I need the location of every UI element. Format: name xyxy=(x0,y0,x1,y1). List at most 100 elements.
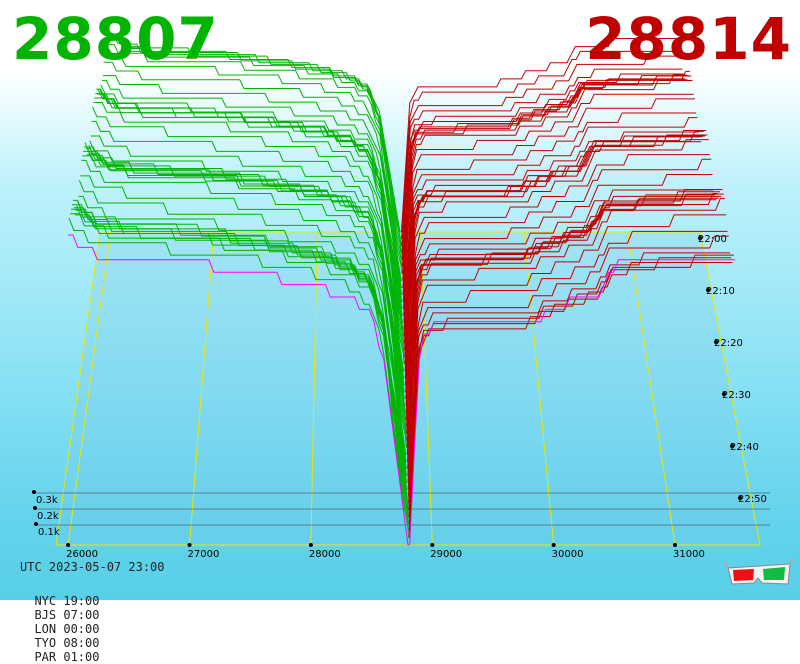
ask-slice xyxy=(405,139,709,399)
ask-slice xyxy=(408,230,728,504)
price-tick-label: 31000 xyxy=(673,549,705,560)
ask-slice xyxy=(401,73,684,260)
axis-labels: 26000 27000 28000 29000 30000 31000 0.1k 0.2k 0.… xyxy=(36,234,767,560)
ask-slice xyxy=(407,214,727,497)
time-tick-label: 22:30 xyxy=(722,390,751,401)
ask-slice xyxy=(406,189,714,427)
ask-slice xyxy=(402,79,693,309)
ask-slice xyxy=(403,131,699,344)
zone-lon: LON 00:00 xyxy=(34,622,100,636)
bid-slice xyxy=(83,150,407,434)
price-tick xyxy=(430,543,435,547)
ask-slice xyxy=(401,55,682,246)
bid-slice xyxy=(92,106,405,365)
bid-slice xyxy=(108,31,402,246)
bid-slice xyxy=(103,61,402,282)
bid-slice xyxy=(96,88,404,337)
depth-chart: 26000 27000 28000 29000 30000 31000 0.1k 0.2k 0.… xyxy=(32,31,770,560)
ask-slice xyxy=(403,117,698,337)
ask-slice xyxy=(403,98,695,323)
zone-nyc: NYC 19:00 xyxy=(34,594,100,608)
ask-slice xyxy=(402,75,689,288)
3d-glasses-icon xyxy=(724,557,794,585)
bid-slice xyxy=(109,34,401,240)
ask-slice xyxy=(405,154,710,406)
price-tick-label: 28000 xyxy=(309,549,341,560)
ask-slice xyxy=(403,93,694,316)
ask-slice xyxy=(400,38,679,233)
ask-slice xyxy=(406,191,720,462)
ask-slice xyxy=(407,198,725,490)
bid-slice xyxy=(93,102,405,358)
time-tick-label: 22:50 xyxy=(738,494,767,505)
bid-slice xyxy=(87,149,406,400)
bid-slice xyxy=(107,35,402,253)
bid-slice xyxy=(102,75,403,289)
volume-tick xyxy=(33,506,37,510)
ask-slice xyxy=(401,78,685,267)
ask-slice xyxy=(409,254,734,539)
bid-slice xyxy=(105,44,403,267)
bid-slice xyxy=(80,175,407,456)
zone-par: PAR 01:00 xyxy=(34,650,100,664)
price-tick xyxy=(187,543,192,547)
bid-slice xyxy=(94,97,405,351)
bid-slice xyxy=(89,140,405,386)
bid-slice xyxy=(78,195,407,469)
bid-slice xyxy=(73,207,408,504)
time-tick xyxy=(706,288,710,292)
volume-tick-label: 0.3k xyxy=(36,495,58,506)
price-tick xyxy=(551,543,556,547)
time-tick-label: 22:40 xyxy=(730,442,759,453)
volume-tick xyxy=(34,522,38,526)
price-tick xyxy=(308,543,313,547)
bid-slice xyxy=(82,155,407,441)
timezone-row: NYC 19:00 BJS 07:00 LON 00:00 TYO 08:00 … xyxy=(20,580,125,664)
volume-tick xyxy=(32,490,36,494)
ask-slice xyxy=(407,195,722,469)
bid-slice xyxy=(68,217,410,539)
bid-slice xyxy=(100,84,403,303)
ask-slice xyxy=(408,235,729,511)
ask-slice xyxy=(405,158,712,413)
zone-tyo: TYO 08:00 xyxy=(34,636,100,650)
price-tick-label: 30000 xyxy=(552,549,584,560)
time-tick xyxy=(730,444,734,448)
ask-slice xyxy=(401,42,681,239)
price-tick xyxy=(66,543,71,547)
time-tick-label: 22:20 xyxy=(714,338,743,349)
bid-slice xyxy=(104,48,403,274)
ask-slice xyxy=(406,194,715,434)
bid-slice xyxy=(71,204,409,518)
volume-tick-label: 0.2k xyxy=(37,511,59,522)
ask-slice xyxy=(408,262,733,532)
price-tick-label: 29000 xyxy=(430,549,462,560)
bid-slice xyxy=(106,39,402,260)
time-tick-label: 22:00 xyxy=(698,234,727,245)
ask-slice xyxy=(403,112,697,330)
price-tick xyxy=(673,543,678,547)
time-tick xyxy=(714,340,718,344)
ask-slice xyxy=(407,193,724,483)
ask-slice xyxy=(409,259,735,546)
ask-slice xyxy=(405,134,708,393)
bid-slice xyxy=(95,93,405,344)
price-tick-label: 26000 xyxy=(66,549,98,560)
volume-tick-label: 0.1k xyxy=(38,527,60,538)
ask-slice xyxy=(401,68,683,253)
time-tick xyxy=(738,496,742,500)
bid-slice xyxy=(70,208,409,525)
ask-slice xyxy=(402,74,687,274)
bid-slice xyxy=(70,213,409,532)
bid-slice xyxy=(101,79,403,296)
bid-slice xyxy=(81,159,407,448)
time-tick xyxy=(698,236,702,240)
bid-slice xyxy=(68,234,409,546)
ask-slice xyxy=(408,257,732,525)
ask-slice xyxy=(407,189,723,476)
ask-slice xyxy=(402,75,692,302)
ask-slice xyxy=(405,174,713,420)
utc-time: UTC 2023-05-07 23:00 xyxy=(20,560,165,574)
time-tick xyxy=(722,392,726,396)
bid-slice xyxy=(74,214,408,497)
